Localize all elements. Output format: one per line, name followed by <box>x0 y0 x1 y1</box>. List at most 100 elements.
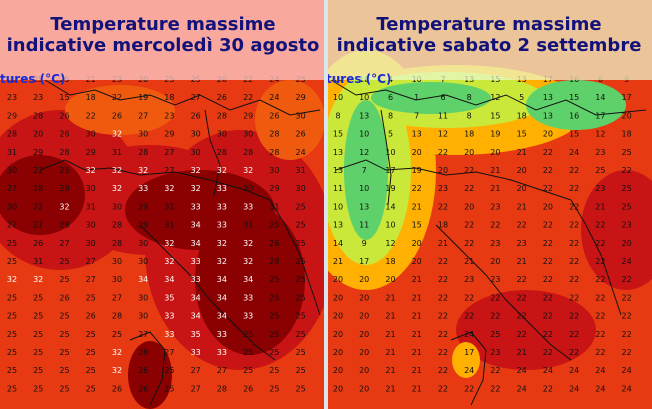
temperature-value: 25 <box>59 275 69 284</box>
temperature-value: 17 <box>385 166 395 175</box>
temperature-value: 21 <box>385 330 395 339</box>
temperature-value: 23 <box>33 93 43 102</box>
units-label-right: tures (°C) <box>326 72 392 86</box>
temperature-value: 34 <box>191 239 201 248</box>
temperature-value: 20 <box>333 275 343 284</box>
temperature-value: 28 <box>217 148 227 157</box>
temperature-value: 22 <box>464 384 474 393</box>
temperature-value: 25 <box>86 293 96 302</box>
temperature-value: 13 <box>333 221 343 230</box>
temperature-value: 5 <box>519 93 524 102</box>
temperature-value: 29 <box>296 93 306 102</box>
temperature-value: 27 <box>164 166 174 175</box>
temperature-value: 25 <box>7 348 17 357</box>
temperature-value: 22 <box>595 239 605 248</box>
temperature-value: 32 <box>112 166 122 175</box>
temperature-value: 25 <box>269 275 279 284</box>
temperature-value: 20 <box>333 293 343 302</box>
temperature-value: 32 <box>243 166 253 175</box>
temperature-value: 24 <box>517 366 527 375</box>
temperature-value: 22 <box>543 239 553 248</box>
temperature-value: 34 <box>191 293 201 302</box>
temperature-value: 21 <box>385 312 395 321</box>
temperature-value: 26 <box>33 239 43 248</box>
temperature-value: 25 <box>296 257 306 266</box>
temperature-value: 22 <box>595 348 605 357</box>
temperature-value: 21 <box>412 366 422 375</box>
temperature-value: 12 <box>385 239 395 248</box>
temperature-value: 34 <box>138 275 148 284</box>
temperature-value: 30 <box>138 239 148 248</box>
temperature-value: 22 <box>543 293 553 302</box>
temperature-value: 26 <box>112 111 122 120</box>
temperature-value: 1 <box>414 93 419 102</box>
temperature-value: 30 <box>243 184 253 193</box>
temperature-value: 30 <box>86 130 96 139</box>
temperature-value: 24 <box>595 366 605 375</box>
temperature-value: 23 <box>622 221 632 230</box>
temperature-value: 19 <box>138 93 148 102</box>
temperature-value: 22 <box>569 221 579 230</box>
temperature-value: 22 <box>243 93 253 102</box>
temperature-value: 22 <box>464 239 474 248</box>
temperature-value: 30 <box>86 184 96 193</box>
temperature-value: 31 <box>164 202 174 211</box>
temperature-value: 22 <box>438 348 448 357</box>
temperature-value: 14 <box>595 93 605 102</box>
temperature-value: 22 <box>543 275 553 284</box>
temperature-value: 23 <box>517 239 527 248</box>
temperature-value: 32 <box>164 184 174 193</box>
temperature-value: 22 <box>86 111 96 120</box>
temperature-value: 13 <box>359 111 369 120</box>
temperature-value: 22 <box>464 184 474 193</box>
temperature-value: 23 <box>464 275 474 284</box>
temperature-value: 22 <box>622 166 632 175</box>
temperature-value: 22 <box>438 148 448 157</box>
temperature-value: 28 <box>217 111 227 120</box>
temperature-value: 21 <box>595 202 605 211</box>
temperature-value: 13 <box>543 111 553 120</box>
temperature-value: 32 <box>217 239 227 248</box>
temperature-value: 20 <box>359 293 369 302</box>
temperature-value: 33 <box>217 184 227 193</box>
heat-blobs <box>326 50 652 378</box>
inner-border-line <box>380 109 392 206</box>
temperature-value: 32 <box>138 166 148 175</box>
temperature-value: 21 <box>517 202 527 211</box>
temperature-value: 28 <box>112 239 122 248</box>
temperature-value: 26 <box>112 384 122 393</box>
temperature-value: 15 <box>412 221 422 230</box>
temperature-value: 10 <box>385 148 395 157</box>
temperature-values-right: 1410410713151317166910106168125131514178… <box>333 75 632 393</box>
temperature-value: 21 <box>385 384 395 393</box>
temperature-value: 20 <box>333 366 343 375</box>
temperature-value: 20 <box>543 202 553 211</box>
temperature-value: 32 <box>243 257 253 266</box>
temperature-value: 24 <box>543 366 553 375</box>
temperature-value: 22 <box>622 312 632 321</box>
temperature-value: 25 <box>296 384 306 393</box>
heat-zone-hot-island <box>128 341 172 409</box>
temperature-value: 30 <box>138 130 148 139</box>
temperature-value: 31 <box>269 202 279 211</box>
temperature-value: 34 <box>191 221 201 230</box>
temperature-value: 25 <box>59 366 69 375</box>
temperature-value: 25 <box>33 293 43 302</box>
temperature-value: 22 <box>517 312 527 321</box>
temperature-value: 10 <box>359 93 369 102</box>
temperature-value: 21 <box>385 293 395 302</box>
temperature-value: 25 <box>269 293 279 302</box>
temperature-value: 30 <box>191 148 201 157</box>
temperature-value: 32 <box>191 166 201 175</box>
temperature-value: 28 <box>269 148 279 157</box>
temperature-value: 29 <box>243 111 253 120</box>
temperature-value: 18 <box>385 257 395 266</box>
temperature-value: 35 <box>191 330 201 339</box>
temperature-value: 25 <box>296 293 306 302</box>
temperature-value: 21 <box>412 330 422 339</box>
temperature-value: 29 <box>164 130 174 139</box>
temperature-value: 25 <box>296 202 306 211</box>
alpine-border-line <box>330 79 647 116</box>
temperature-value: 17 <box>359 257 369 266</box>
temperature-value: 32 <box>7 275 17 284</box>
